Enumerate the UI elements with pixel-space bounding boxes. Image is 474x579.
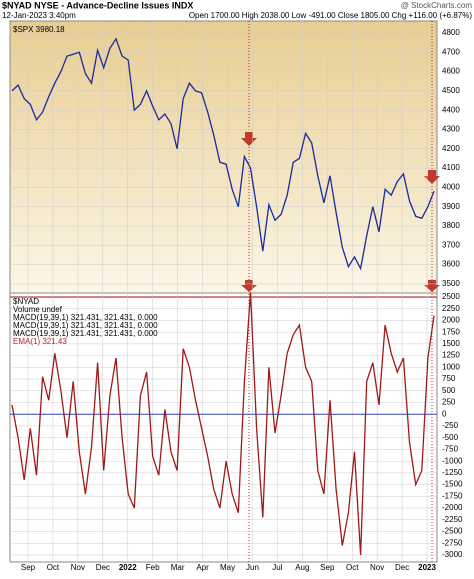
- y-tick-label: -2750: [442, 538, 463, 547]
- legend-entry: MACD(19,39,1) 321.431, 321.431, 0.000: [13, 313, 158, 322]
- y-tick-label: 1250: [442, 351, 460, 360]
- arrow: [424, 280, 440, 292]
- x-tick-label: Nov: [71, 563, 85, 572]
- header-source: @ StockCharts.com: [401, 1, 473, 10]
- arrow: [241, 280, 257, 292]
- y-tick-label: -750: [442, 445, 459, 454]
- y-tick-label: -2000: [442, 503, 463, 512]
- x-tick-label: Mar: [171, 563, 185, 572]
- y-tick-label: 4100: [442, 163, 460, 172]
- arrow: [424, 170, 440, 184]
- legend-entry: $SPX 3980.18: [13, 25, 65, 34]
- y-tick-label: 4400: [442, 105, 460, 114]
- legend-entry: EMA(1) 321.43: [13, 337, 67, 346]
- y-tick-label: -250: [442, 421, 459, 430]
- x-tick-label: May: [220, 563, 235, 572]
- y-tick-label: 500: [442, 386, 456, 395]
- legend-entry: $NYAD: [13, 297, 39, 306]
- y-tick-label: 3700: [442, 240, 460, 249]
- y-tick-label: 3600: [442, 260, 460, 269]
- x-tick-label: 2022: [119, 563, 137, 572]
- data-line: [11, 292, 435, 556]
- y-tick-label: 1500: [442, 339, 460, 348]
- y-tick-label: 3800: [442, 221, 460, 230]
- x-tick-label: Oct: [346, 563, 359, 572]
- legend-entry: MACD(19,39,1) 321.431, 321.431, 0.000: [13, 329, 158, 338]
- y-tick-label: 1750: [442, 327, 460, 336]
- arrow: [241, 132, 257, 146]
- arrows: [241, 132, 440, 292]
- y-tick-label: 4200: [442, 144, 460, 153]
- x-tick-label: Nov: [370, 563, 384, 572]
- y-tick-label: -2500: [442, 527, 463, 536]
- legend-entry: MACD(19,39,1) 321.431, 321.431, 0.000: [13, 321, 158, 330]
- x-tick-label: Dec: [395, 563, 409, 572]
- x-tick-label: Dec: [96, 563, 110, 572]
- y-tick-label: 4700: [442, 47, 460, 56]
- y-tick-label: 750: [442, 374, 456, 383]
- y-tick-label: -1500: [442, 480, 463, 489]
- y-tick-label: 4300: [442, 125, 460, 134]
- upper-panel: [9, 20, 438, 294]
- header-quote: Open 1700.00 High 2038.00 Low -491.00 Cl…: [189, 11, 473, 20]
- x-tick-label: Feb: [146, 563, 160, 572]
- x-tick-label: Jul: [272, 563, 282, 572]
- y-tick-label: 4600: [442, 67, 460, 76]
- y-tick-label: 0: [442, 409, 447, 418]
- y-tick-label: 4800: [442, 28, 460, 37]
- y-tick-label: -1750: [442, 491, 463, 500]
- y-tick-label: -1000: [442, 456, 463, 465]
- legend-entry: Volume undef: [13, 305, 63, 314]
- x-tick-label: Aug: [295, 563, 309, 572]
- y-tick-label: 2000: [442, 316, 460, 325]
- y-tick-label: 2500: [442, 292, 460, 301]
- lower-panel: [9, 292, 438, 563]
- y-tick-label: 4500: [442, 86, 460, 95]
- x-tick-label: Sep: [320, 563, 335, 572]
- y-tick-label: 3500: [442, 279, 460, 288]
- y-tick-label: 2250: [442, 304, 460, 313]
- data-line: [11, 37, 435, 271]
- y-tick-label: 1000: [442, 362, 460, 371]
- y-tick-label: -1250: [442, 468, 463, 477]
- y-tick-label: -2250: [442, 515, 463, 524]
- x-tick-label: Sep: [21, 563, 36, 572]
- y-tick-label: -500: [442, 433, 459, 442]
- x-tick-label: Apr: [196, 563, 209, 572]
- header-title: $NYAD NYSE - Advance-Decline Issues INDX: [2, 0, 193, 10]
- y-tick-label: 4000: [442, 183, 460, 192]
- y-tick-label: 3900: [442, 202, 460, 211]
- x-tick-label: Jun: [246, 563, 259, 572]
- x-tick-label: Oct: [47, 563, 60, 572]
- x-tick-label: 2023: [418, 563, 436, 572]
- header-date: 12-Jan-2023 3:40pm: [2, 11, 76, 20]
- y-tick-label: 250: [442, 398, 456, 407]
- plots: 4800 4700 4600 4500 4400 4300 4200 4100 4000 3900…: [10, 21, 463, 572]
- y-tick-label: -3000: [442, 550, 463, 559]
